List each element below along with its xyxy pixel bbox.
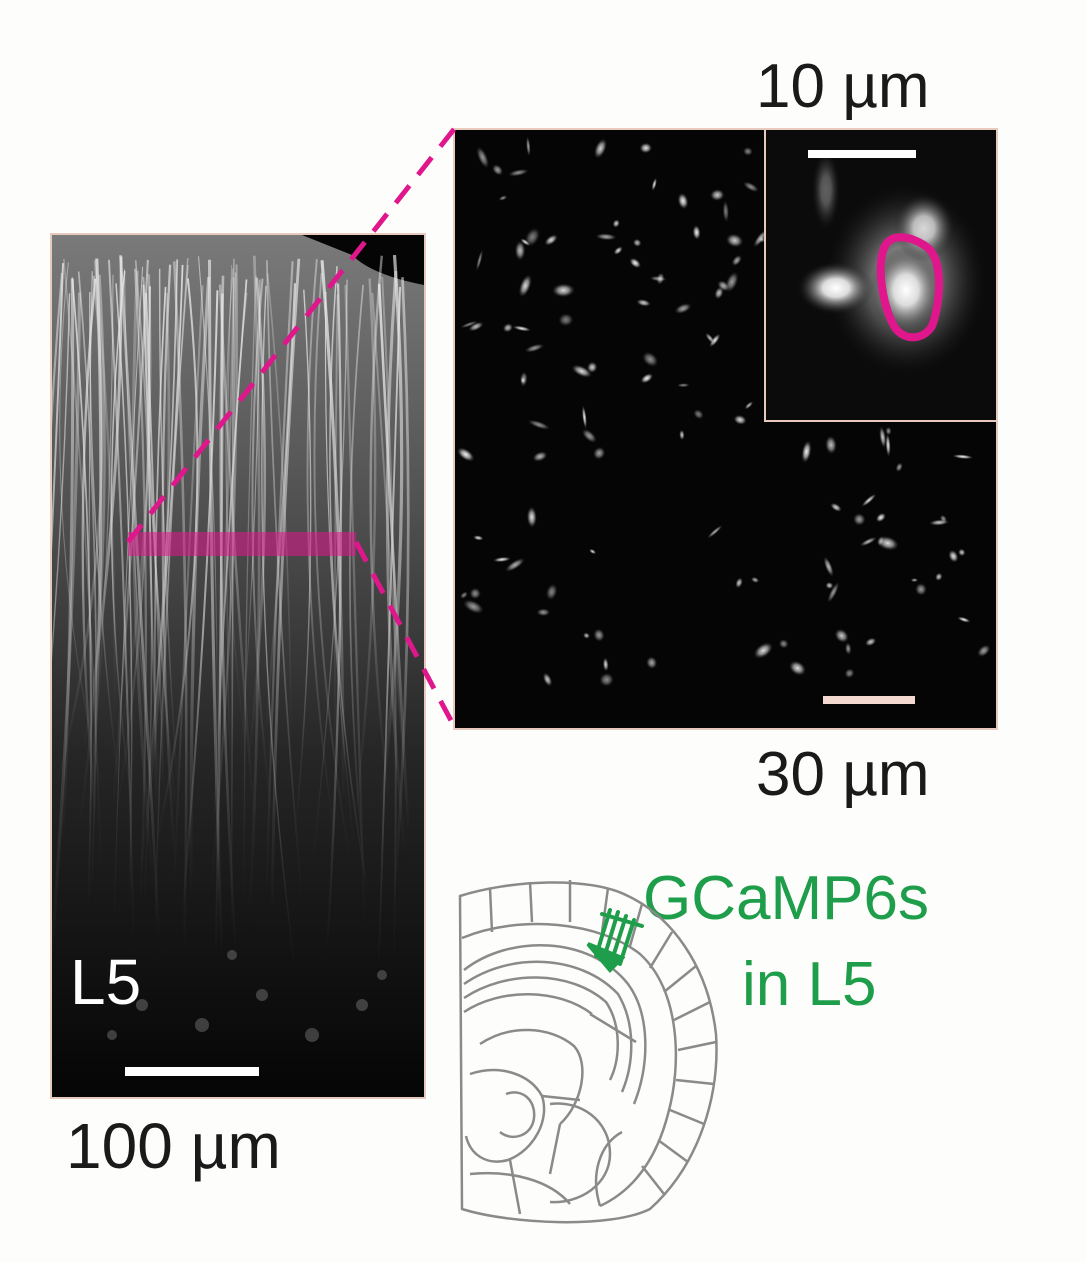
mid-scalebar: [823, 696, 915, 704]
left-scalebar-label: 100 µm: [66, 1110, 281, 1182]
dendrite-image-icon: [52, 235, 424, 1097]
expression-label-line2: in L5: [742, 950, 877, 1019]
dendrite-image-panel: [50, 233, 426, 1099]
brain-atlas-icon: [458, 880, 718, 1224]
expression-label-line1: GCaMP6s: [643, 864, 929, 933]
roi-zoom-icon: [766, 130, 996, 420]
imaging-plane-band: [128, 532, 356, 556]
inset-scalebar: [808, 150, 916, 158]
layer-label: L5: [70, 946, 142, 1018]
roi-zoom-panel: [764, 128, 998, 422]
mid-scalebar-label: 30 µm: [756, 740, 930, 809]
gcamp-neuron-mark: [586, 908, 644, 973]
roi-outline: [876, 233, 943, 342]
inset-scalebar-label: 10 µm: [756, 52, 930, 121]
left-scalebar: [125, 1067, 259, 1076]
